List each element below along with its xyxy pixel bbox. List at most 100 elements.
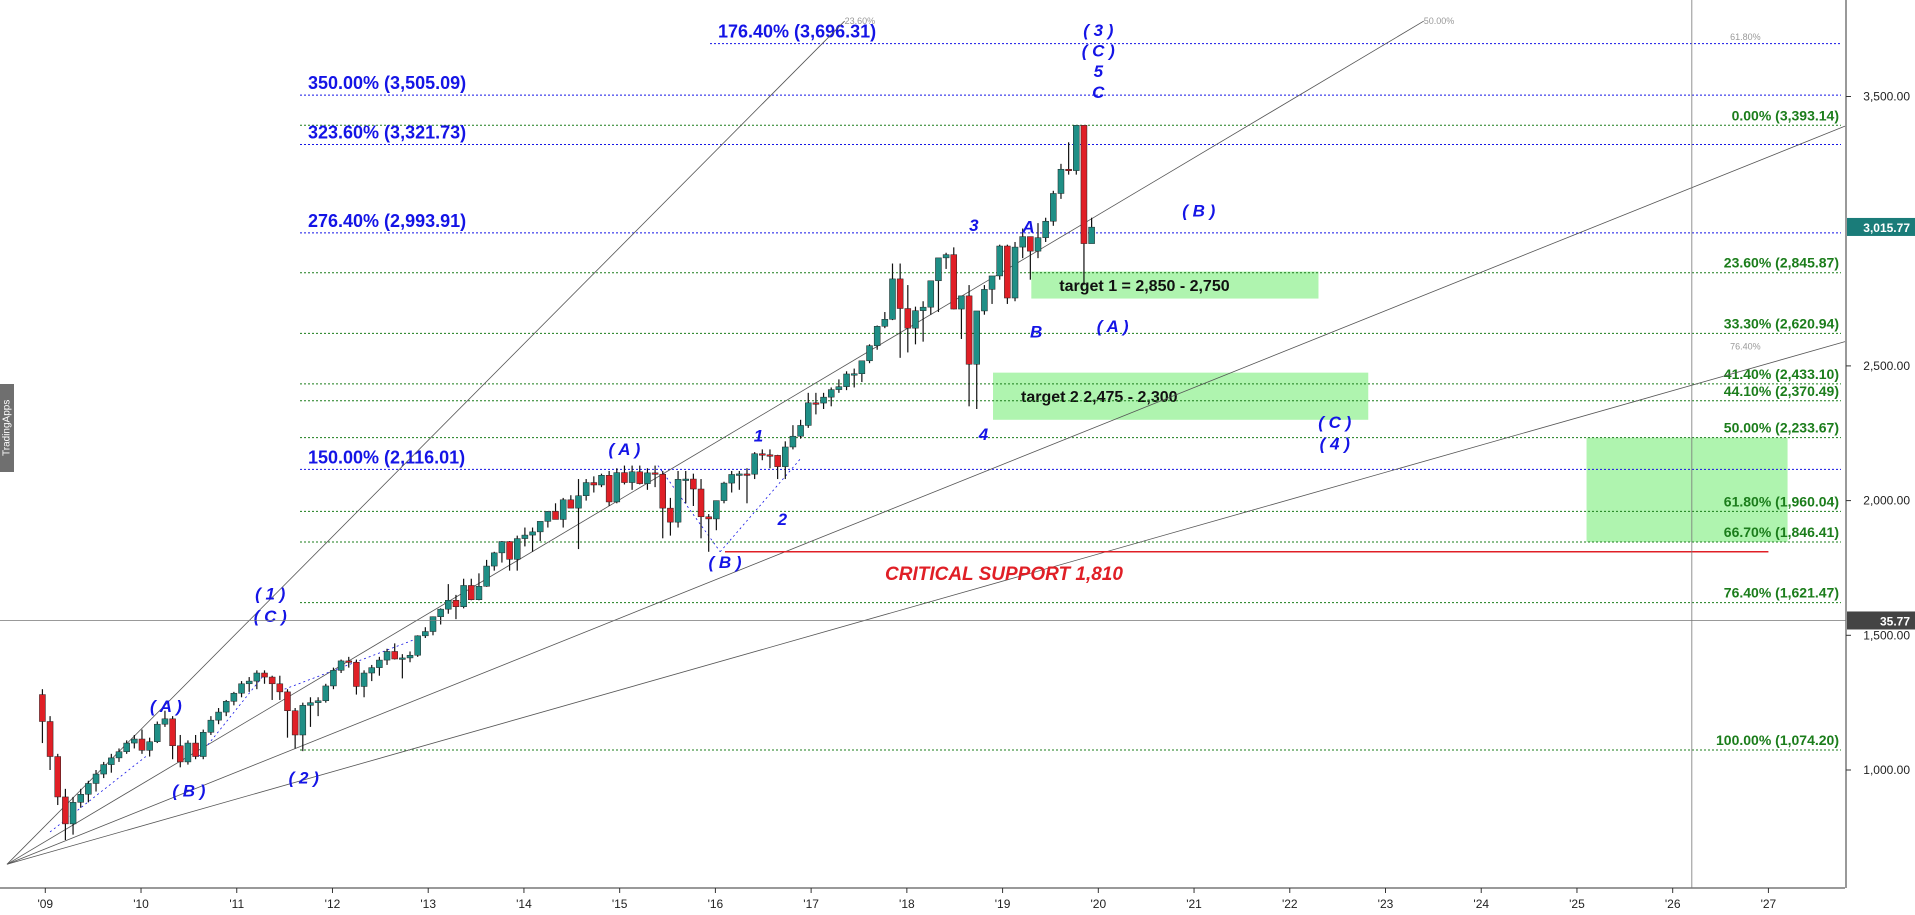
candle-up (628, 471, 636, 483)
candle-up (873, 326, 881, 346)
wave-label: ( B ) (1182, 201, 1215, 220)
fib-level-label: 41.40% (2,433.10) (1724, 366, 1839, 382)
candle-up (674, 479, 682, 523)
x-tick-label: '09 (37, 897, 53, 911)
candle-up (330, 670, 337, 687)
x-tick-label: '10 (133, 897, 149, 911)
candle-down (759, 453, 766, 456)
candle-up (245, 680, 253, 685)
x-tick-label: '13 (420, 897, 436, 911)
fan-level-label: 76.40% (1730, 342, 1761, 352)
candle-up (1057, 168, 1065, 194)
wave-connector (198, 672, 266, 757)
candle-down (261, 672, 268, 678)
fib-level-label: 33.30% (2,620.94) (1724, 315, 1839, 331)
cursor-badge: 35.77 (1880, 614, 1910, 628)
wave-label: ( C ) (1082, 42, 1115, 61)
candle-up (1019, 236, 1026, 248)
candle-up (299, 705, 307, 736)
candle-up (644, 472, 651, 484)
candle-up (337, 660, 345, 671)
fib-level-label: 100.00% (1,074.20) (1716, 732, 1839, 748)
candle-down (169, 718, 176, 747)
target-zone-label: target 1 = 2,850 - 2,750 (1059, 278, 1229, 295)
wave-label: ( 4 ) (1320, 434, 1351, 453)
candle-up (184, 742, 192, 763)
candle-down (621, 472, 628, 483)
candle-up (314, 700, 322, 703)
candle-down (54, 756, 61, 798)
target-zone-2 (993, 372, 1369, 420)
target-zone-1 (1031, 271, 1319, 299)
candle-up (881, 319, 889, 327)
x-tick-label: '26 (1665, 897, 1681, 911)
candle-down (177, 745, 184, 763)
candle-up (483, 565, 490, 587)
candle-down (896, 278, 904, 309)
fan-line (6, 20, 845, 865)
fib-level-label: 0.00% (3,393.14) (1732, 107, 1839, 123)
wave-label: ( C ) (254, 607, 287, 626)
fib-level-label: 50.00% (2,233.67) (1724, 420, 1839, 436)
fan-line (6, 125, 1846, 865)
candle-up (123, 742, 130, 752)
fib-level-label: 61.80% (1,960.04) (1724, 493, 1839, 509)
wave-label: B (1030, 323, 1042, 342)
candle-up (866, 345, 873, 362)
candle-down (651, 472, 659, 475)
fib-extension-label: 176.40% (3,696.31) (718, 22, 876, 42)
candle-down (138, 738, 146, 751)
candle-up (973, 310, 980, 365)
candle-up (521, 534, 529, 539)
candle-up (207, 719, 215, 733)
fan-line (6, 341, 1846, 865)
candle-up (460, 585, 467, 607)
candle-up (498, 541, 506, 554)
x-tick-label: '20 (1090, 897, 1106, 911)
wave-label: ( C ) (1318, 413, 1351, 432)
candle-up (108, 757, 115, 765)
x-tick-label: '16 (708, 897, 724, 911)
x-tick-label: '14 (516, 897, 532, 911)
candle-up (935, 257, 942, 282)
candle-down (391, 651, 398, 660)
candle-up (1073, 125, 1080, 171)
x-tick-label: '24 (1473, 897, 1489, 911)
candle-down (697, 488, 705, 518)
candle-up (100, 764, 107, 775)
wave-label: 1 (754, 426, 763, 445)
candle-up (559, 499, 567, 520)
wave-label: 5 (1094, 62, 1104, 81)
candle-up (238, 683, 245, 694)
candle-down (468, 585, 475, 600)
candle-down (690, 478, 697, 490)
candle-down (268, 676, 276, 685)
wave-label: 4 (978, 425, 989, 444)
fan-level-label: 23.60% (845, 16, 876, 26)
candle-down (950, 254, 958, 310)
candle-down (774, 455, 781, 467)
wave-label: 2 (777, 510, 788, 529)
fib-level-label: 66.70% (1,846.41) (1724, 524, 1839, 540)
wave-label: ( A ) (1097, 317, 1129, 336)
candle-up (307, 702, 314, 706)
candle-down (345, 660, 353, 663)
candle-up (414, 635, 421, 656)
candle-up (437, 608, 444, 617)
y-tick-label: 1,500.00 (1863, 628, 1910, 642)
candle-up (889, 278, 896, 320)
fan-level-label: 50.00% (1424, 16, 1455, 26)
fib-level-label: 44.10% (2,370.49) (1724, 383, 1839, 399)
wave-label: ( 2 ) (289, 768, 320, 787)
candle-up (161, 718, 169, 725)
candle-up (682, 478, 689, 481)
candle-up (429, 616, 437, 632)
candle-up (613, 472, 621, 503)
candle-up (399, 657, 406, 660)
wave-label: ( B ) (708, 553, 741, 572)
candle-down (506, 541, 513, 560)
critical-support-label: CRITICAL SUPPORT 1,810 (885, 564, 1123, 585)
x-tick-label: '17 (803, 897, 819, 911)
candle-up (222, 701, 230, 713)
